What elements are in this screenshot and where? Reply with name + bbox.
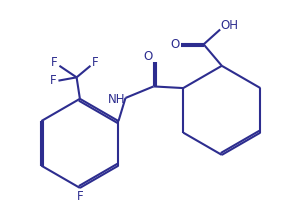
Text: OH: OH	[221, 19, 239, 32]
Text: F: F	[92, 56, 99, 69]
Text: O: O	[143, 50, 152, 62]
Text: F: F	[51, 56, 58, 69]
Text: O: O	[170, 38, 180, 51]
Text: F: F	[77, 190, 83, 203]
Text: F: F	[50, 74, 57, 87]
Text: NH: NH	[107, 93, 125, 106]
